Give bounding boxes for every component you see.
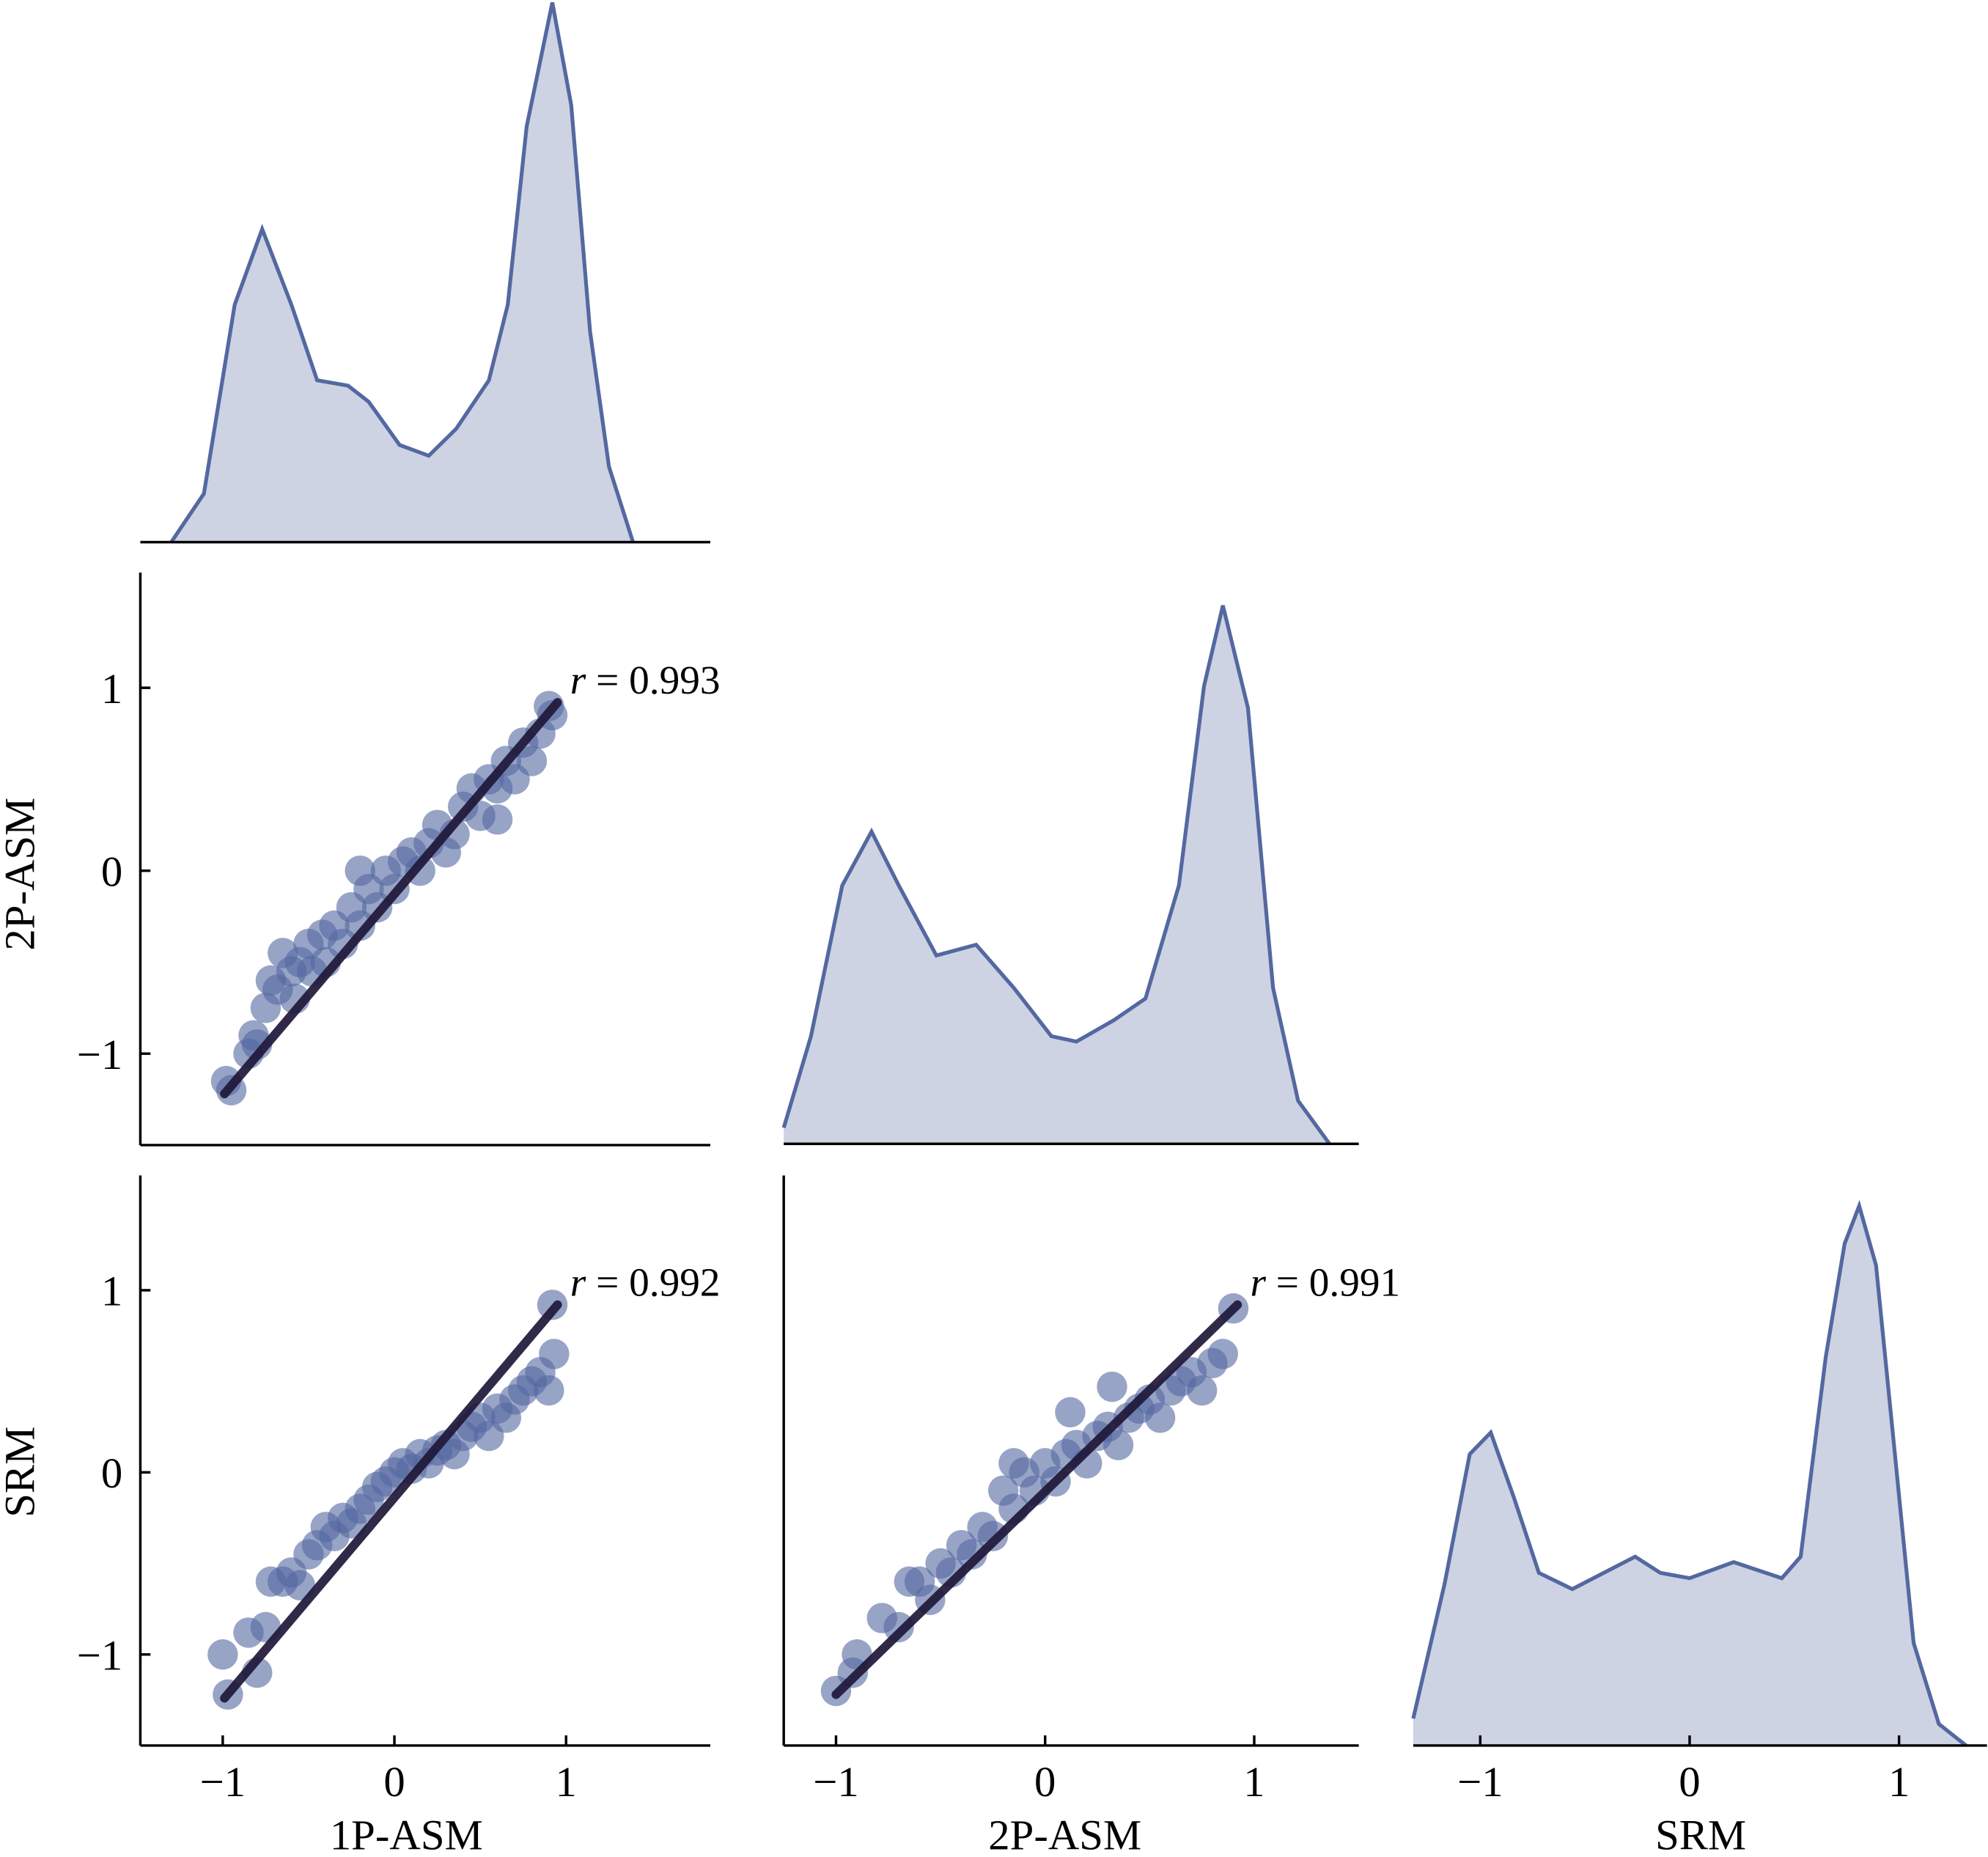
data-point xyxy=(482,804,513,835)
data-point xyxy=(1097,1371,1127,1402)
regression-line xyxy=(220,1300,562,1703)
kde-panel-srm xyxy=(1411,1199,1987,1747)
kde-line xyxy=(781,605,1331,1145)
data-point xyxy=(207,1639,238,1670)
data-point xyxy=(238,1020,269,1051)
x-tick-label: 0 xyxy=(1034,1758,1056,1806)
x-axis-label-1p-asm: 1P-ASM xyxy=(330,1812,483,1857)
data-point xyxy=(1207,1339,1238,1369)
correlation-annotation: r = 0.991 xyxy=(1250,1260,1400,1305)
regression-line xyxy=(831,1300,1242,1699)
correlation-annotation: r = 0.992 xyxy=(570,1260,721,1305)
y-tick-label: −1 xyxy=(77,1031,122,1078)
kde-area xyxy=(784,605,1330,1144)
y-tick-label: −1 xyxy=(77,1631,122,1679)
regression-line xyxy=(220,698,562,1099)
data-point xyxy=(957,1539,987,1570)
data-point xyxy=(1144,1402,1176,1433)
data-point xyxy=(539,1339,570,1369)
correlation-annotation: r = 0.993 xyxy=(570,658,721,702)
data-point xyxy=(345,855,375,886)
y-tick-label: 1 xyxy=(101,1268,122,1315)
kde-panel-1p-asm xyxy=(140,1,710,544)
y-tick-label: 0 xyxy=(101,1449,122,1497)
kde-area xyxy=(1413,1205,1967,1746)
kde-area xyxy=(171,2,633,543)
y-axis-label-2p-asm: 2P-ASM xyxy=(0,798,43,951)
x-tick-label: 0 xyxy=(1679,1758,1700,1806)
data-point xyxy=(1186,1375,1218,1406)
x-tick-label: 0 xyxy=(383,1758,405,1806)
x-axis-label-srm: SRM xyxy=(1655,1812,1746,1857)
x-tick-label: −1 xyxy=(200,1758,246,1806)
x-tick-label: −1 xyxy=(1457,1758,1503,1806)
data-point xyxy=(284,1570,315,1601)
kde-line xyxy=(1411,1199,1967,1747)
scatter-panel-2p-asm-vs-1p-asm: r = 0.993 xyxy=(139,572,721,1147)
scatter-panel-srm-vs-2p-asm: r = 0.991 xyxy=(782,1175,1400,1747)
y-tick-label: 0 xyxy=(101,847,122,895)
data-point xyxy=(1055,1397,1086,1428)
kde-line xyxy=(169,1,636,543)
y-axis-label-srm: SRM xyxy=(0,1427,43,1518)
data-point xyxy=(534,1375,564,1406)
data-point xyxy=(516,746,548,776)
x-tick-label: 1 xyxy=(1888,1758,1910,1806)
y-tick-label: 1 xyxy=(101,665,122,713)
x-axis-label-2p-asm: 2P-ASM xyxy=(988,1812,1141,1857)
data-point xyxy=(894,1566,925,1597)
data-point xyxy=(998,1448,1029,1479)
scatter-panel-srm-vs-1p-asm: r = 0.992 xyxy=(139,1175,721,1747)
x-tick-label: 1 xyxy=(556,1758,577,1806)
data-point xyxy=(1102,1430,1134,1460)
x-tick-label: 1 xyxy=(1243,1758,1264,1806)
data-point xyxy=(883,1611,914,1643)
kde-panel-2p-asm xyxy=(781,605,1359,1145)
x-tick-label: −1 xyxy=(813,1758,859,1806)
